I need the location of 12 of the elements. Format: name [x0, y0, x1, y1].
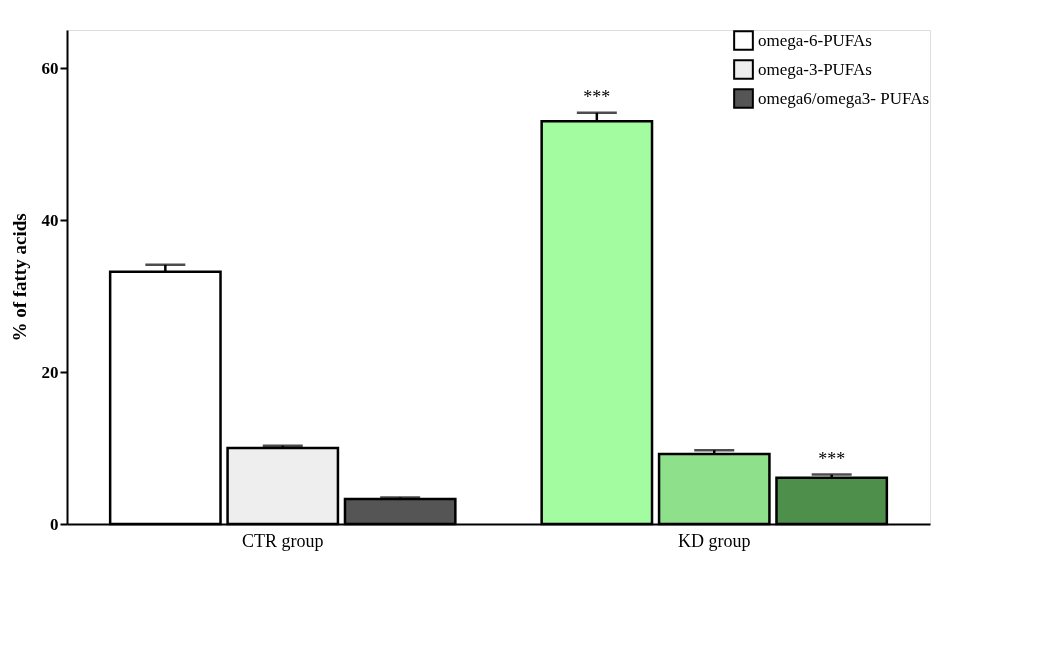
y-tick-label: 40	[41, 210, 59, 230]
y-tick-label: 0	[50, 514, 59, 534]
annotation: ***	[583, 86, 611, 107]
legend-label: omega6/omega3- PUFAs	[758, 88, 930, 108]
y-tick-label: 60	[41, 58, 59, 78]
x-tick-label: CTR group	[241, 530, 324, 551]
legend-label: omega-6-PUFAs	[758, 30, 872, 50]
y-axis-title: % of fatty acids	[8, 213, 30, 342]
x-tick-label: KD group	[678, 530, 751, 551]
annotation: ***	[818, 448, 846, 469]
y-tick-label: 20	[41, 362, 59, 382]
legend-label: omega-3-PUFAs	[758, 59, 872, 79]
